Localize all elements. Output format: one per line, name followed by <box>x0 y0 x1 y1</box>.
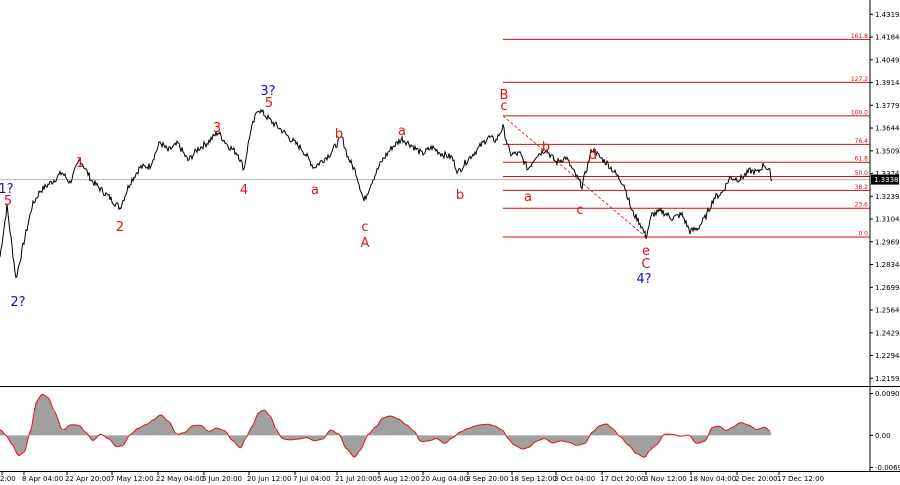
wave-label: 5 <box>4 194 12 209</box>
y-tick-label: 1.3104 <box>875 216 900 224</box>
x-tick-label: 20 Aug 04:00 <box>421 475 468 483</box>
x-tick-label: 8 Apr 04:00 <box>22 475 63 483</box>
wave-label: a <box>398 124 406 139</box>
y-tick-label: 1.2699 <box>875 284 900 292</box>
current-price-label: 1.3338 <box>874 176 899 184</box>
osc-tick-label: 0.00901 <box>875 390 900 398</box>
wave-label: 3? <box>260 84 275 99</box>
x-tick-label: 3 Oct 04:00 <box>554 475 595 483</box>
y-tick-label: 1.3644 <box>875 125 900 133</box>
wave-label: 4 <box>240 183 248 198</box>
wave-label: A <box>361 236 370 251</box>
x-tick-label: 5 Aug 12:00 <box>377 475 420 483</box>
y-tick-label: 1.3779 <box>875 102 900 110</box>
x-tick-label: 20 Jun 12:00 <box>247 475 291 483</box>
y-tick-label: 1.2564 <box>875 307 900 315</box>
y-tick-label: 1.3914 <box>875 79 900 87</box>
wave-label: c <box>500 99 507 114</box>
y-tick-label: 1.3509 <box>875 147 900 155</box>
fibonacci-levels: 161.8 127.2 100.0 76.4 61.8 50.0 38.2 23.6 0.0 <box>502 33 870 238</box>
x-tick-label: 2 Dec 20:00 <box>735 475 778 483</box>
wave-label: 2 <box>116 220 124 235</box>
y-tick-label: 1.2159 <box>875 375 900 383</box>
y-tick-label: 1.4184 <box>875 34 900 42</box>
wave-label: b <box>335 127 343 142</box>
wave-label: c <box>361 220 368 235</box>
x-tick-label: 7 May 12:00 <box>110 475 154 483</box>
x-tick-label: 21 Jul 20:00 <box>335 475 377 483</box>
fib-level-label: 0.0 <box>858 231 868 238</box>
x-tick-label: 5 Jun 20:00 <box>202 475 242 483</box>
x-tick-label: 3 Nov 12:00 <box>644 475 687 483</box>
osc-tick-label: 0.00 <box>875 432 891 440</box>
y-tick-label: 1.2969 <box>875 238 900 246</box>
wave-label: 2? <box>10 295 25 310</box>
wave-label: 5 <box>265 96 273 111</box>
x-tick-label: 2:00 <box>0 475 16 483</box>
fib-level-label: 100.0 <box>851 109 868 116</box>
oscillator-panel <box>0 393 771 458</box>
wave-label: e <box>642 244 650 259</box>
y-tick-label: 1.3239 <box>875 193 900 201</box>
x-tick-label: 17 Dec 12:00 <box>777 475 824 483</box>
wave-label: a <box>311 183 319 198</box>
fib-level-label: 38.2 <box>855 184 869 191</box>
wave-label: 1 <box>76 156 84 171</box>
fib-level-label: 23.6 <box>855 202 869 209</box>
price-series <box>0 108 870 279</box>
y-tick-label: 1.4319 <box>875 11 900 19</box>
x-tick-label: 18 Nov 04:00 <box>689 475 736 483</box>
fib-level-label: 50.0 <box>855 170 869 177</box>
osc-tick-label: -0.00697 <box>875 464 900 472</box>
fib-anchor-line <box>502 115 647 238</box>
wave-label: b <box>542 140 550 155</box>
fib-level-label: 76.4 <box>855 138 869 145</box>
wave-label: B <box>500 88 509 103</box>
x-tick-label: 18 Sep 12:00 <box>510 475 557 483</box>
x-tick-label: 7 Jul 04:00 <box>293 475 331 483</box>
x-tick-label: 22 Apr 20:00 <box>65 475 111 483</box>
osc-signal-line <box>0 393 771 458</box>
wave-label: C <box>641 257 650 272</box>
current-price-badge: 1.3338 <box>871 174 899 185</box>
wave-label: 1? <box>0 182 14 197</box>
wave-label: 4? <box>636 272 651 287</box>
fib-level-label: 127.2 <box>851 76 868 83</box>
wave-label: a <box>524 190 532 205</box>
wave-label: c <box>576 203 583 218</box>
wave-label: d <box>589 148 597 163</box>
x-tick-label: 22 May 04:00 <box>156 475 204 483</box>
wave-label: 3 <box>213 121 221 136</box>
wave-label: b <box>456 188 464 203</box>
price-line <box>0 108 773 279</box>
y-tick-label: 1.2429 <box>875 329 900 337</box>
fib-level-label: 61.8 <box>855 156 869 163</box>
y-tick-label: 1.2834 <box>875 261 900 269</box>
fib-level-label: 161.8 <box>851 33 868 40</box>
x-tick-label: 17 Oct 20:00 <box>600 475 646 483</box>
y-tick-label: 1.4049 <box>875 56 900 64</box>
x-tick-label: 3 Sep 20:00 <box>466 475 508 483</box>
y-tick-label: 1.2294 <box>875 352 900 360</box>
y-tick-label: 1.3374 <box>875 170 900 178</box>
current-price-box <box>871 174 899 185</box>
